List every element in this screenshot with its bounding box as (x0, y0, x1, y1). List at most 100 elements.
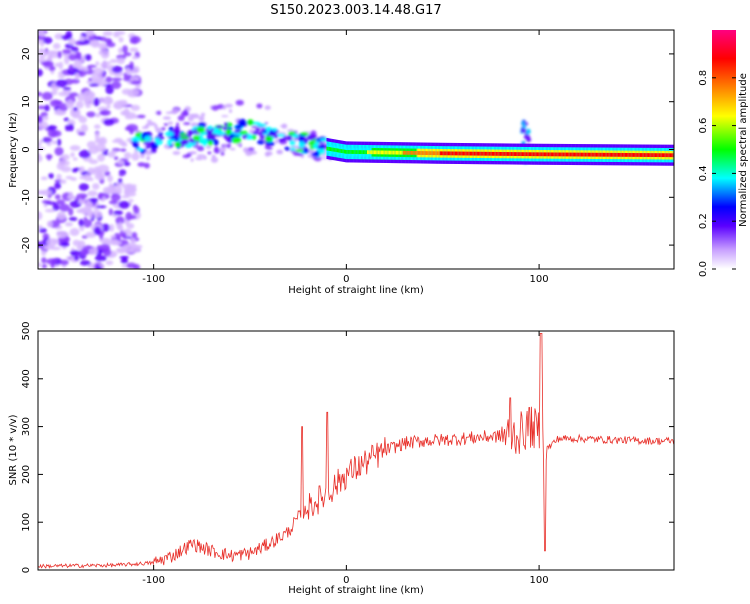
spectrogram-noise-blob (50, 246, 61, 251)
spectrogram-ridge-blob (145, 144, 151, 149)
spectrogram-band-cell (554, 152, 556, 157)
spectrogram-band-cell (565, 152, 568, 157)
spectrogram-band-cell (593, 152, 596, 157)
spectrogram-ridge-blob (215, 130, 226, 136)
spectrogram-band-cell (417, 151, 420, 155)
spectrogram-noise-blob (121, 232, 127, 238)
spectrogram-noise-blob (125, 185, 134, 192)
spectrogram-band-cell (657, 153, 659, 158)
spectrogram-noise-blob (113, 210, 124, 216)
spectrogram-cloud-blob (137, 114, 146, 119)
spectrogram-band-cell (496, 151, 498, 156)
spectrogram-noise-blob (69, 228, 80, 237)
spectrogram-ridge-blob (206, 133, 216, 139)
spectrogram-band-cell (583, 152, 585, 157)
spectrogram-cloud-blob (140, 152, 145, 159)
spectrogram-noise-blob (61, 154, 70, 161)
spectrogram-band-cell (338, 148, 340, 153)
spectrogram-band-cell (408, 150, 410, 155)
spectrogram-noise-blob (44, 138, 53, 142)
spectrogram-noise-blob (130, 80, 142, 85)
spectrogram-noise-blob (40, 189, 53, 196)
spectrogram-x-tick-label: -100 (142, 274, 165, 285)
spectrogram-noise-blob (94, 173, 106, 181)
spectrogram-noise-blob (94, 143, 106, 153)
spectrogram-band-cell (561, 152, 563, 157)
spectrogram-band-cell (454, 151, 457, 156)
spectrogram-ridge-blob (157, 132, 164, 136)
spectrogram-band-cell (462, 151, 465, 156)
spectrogram-band-cell (540, 152, 542, 157)
spectrogram-noise-blob (117, 101, 128, 107)
spectrogram-noise-blob (100, 61, 109, 69)
spectrogram-band-cell (425, 151, 428, 155)
spectrogram-band-cell (450, 151, 452, 156)
spectrogram-ridge-blob (254, 128, 261, 132)
spectrogram-cloud-blob (264, 122, 268, 125)
spectrogram-ridge-blob (278, 138, 286, 142)
spectrogram-ridge-blob (202, 140, 208, 147)
spectrogram-band-cell (464, 151, 466, 156)
spectrogram-band-cell (480, 151, 482, 156)
spectrogram-noise-blob (117, 47, 123, 54)
spectrogram-band-cell (473, 151, 475, 156)
spectrogram-band-cell (402, 150, 405, 155)
spectrogram-band-cell (444, 151, 446, 156)
spectrogram-noise-blob (127, 88, 140, 97)
spectrogram-band-cell (339, 148, 341, 153)
spectrogram-band-cell (560, 152, 562, 157)
spectrogram-band-cell (623, 152, 626, 157)
spectrogram-band-cell (428, 151, 430, 156)
spectrogram-band-cell (520, 152, 523, 157)
spectrogram-noise-blob (69, 250, 81, 256)
spectrogram-cloud-blob (144, 162, 150, 169)
spectrogram-noise-blob (100, 49, 110, 59)
spectrogram-noise-blob (68, 207, 74, 216)
spectrogram-streak-blob (521, 121, 526, 126)
spectrogram-noise-blob (56, 138, 62, 146)
spectrogram-band-cell (658, 153, 660, 158)
spectrogram-cloud-blob (186, 152, 192, 157)
snr-frame (37, 330, 675, 571)
spectrogram-cloud-blob (146, 155, 151, 161)
spectrogram-ridge-blob (256, 123, 267, 127)
spectrogram-noise-blob (86, 111, 96, 118)
spectrogram-noise-blob (63, 117, 70, 122)
spectrogram-noise-blob (54, 33, 64, 40)
spectrogram-band-cell (395, 150, 398, 155)
colorbar-label: Normalized spectral amplitude (738, 73, 749, 227)
spectrogram-noise-blob (44, 104, 50, 112)
spectrogram-noise-blob (54, 181, 62, 190)
spectrogram-ridge-blob (246, 119, 254, 126)
spectrogram-band-cell (645, 153, 648, 157)
spectrogram-noise-blob (68, 92, 79, 97)
spectrogram-band-cell (405, 150, 407, 155)
spectrogram-cloud-blob (235, 99, 244, 106)
spectrogram-y-tick-label: -10 (21, 189, 32, 205)
spectrogram-noise-blob (43, 37, 53, 44)
spectrogram-noise-blob (50, 90, 58, 96)
spectrogram-band-cell (327, 146, 330, 151)
spectrogram-ridge-blob (206, 125, 213, 130)
spectrogram-band-cell (637, 153, 639, 157)
spectrogram-noise-blob (95, 205, 107, 209)
spectrogram-noise-blob (44, 208, 56, 213)
spectrogram-band-cell (452, 151, 454, 156)
spectrogram-band-cell (503, 152, 505, 156)
spectrogram-noise-blob (71, 46, 79, 53)
spectrogram-noise-blob (109, 239, 119, 245)
spectrogram-band-cell (340, 149, 342, 153)
spectrogram-band-cell (542, 152, 545, 157)
spectrogram-ridge-blob (225, 138, 232, 143)
spectrogram-band-cell (578, 152, 580, 157)
spectrogram-ridge-blob (144, 135, 152, 142)
spectrogram-band-cell (479, 151, 481, 156)
spectrogram-band-cell (643, 153, 645, 157)
spectrogram-band-cell (333, 147, 335, 152)
spectrogram-noise-blob (42, 60, 54, 68)
spectrogram-cloud-blob (172, 108, 180, 114)
spectrogram-band-cell (331, 147, 333, 152)
spectrogram-ridge-blob (303, 137, 309, 142)
spectrogram-noise-blob (74, 72, 80, 80)
spectrogram-cloud-blob (313, 156, 322, 162)
